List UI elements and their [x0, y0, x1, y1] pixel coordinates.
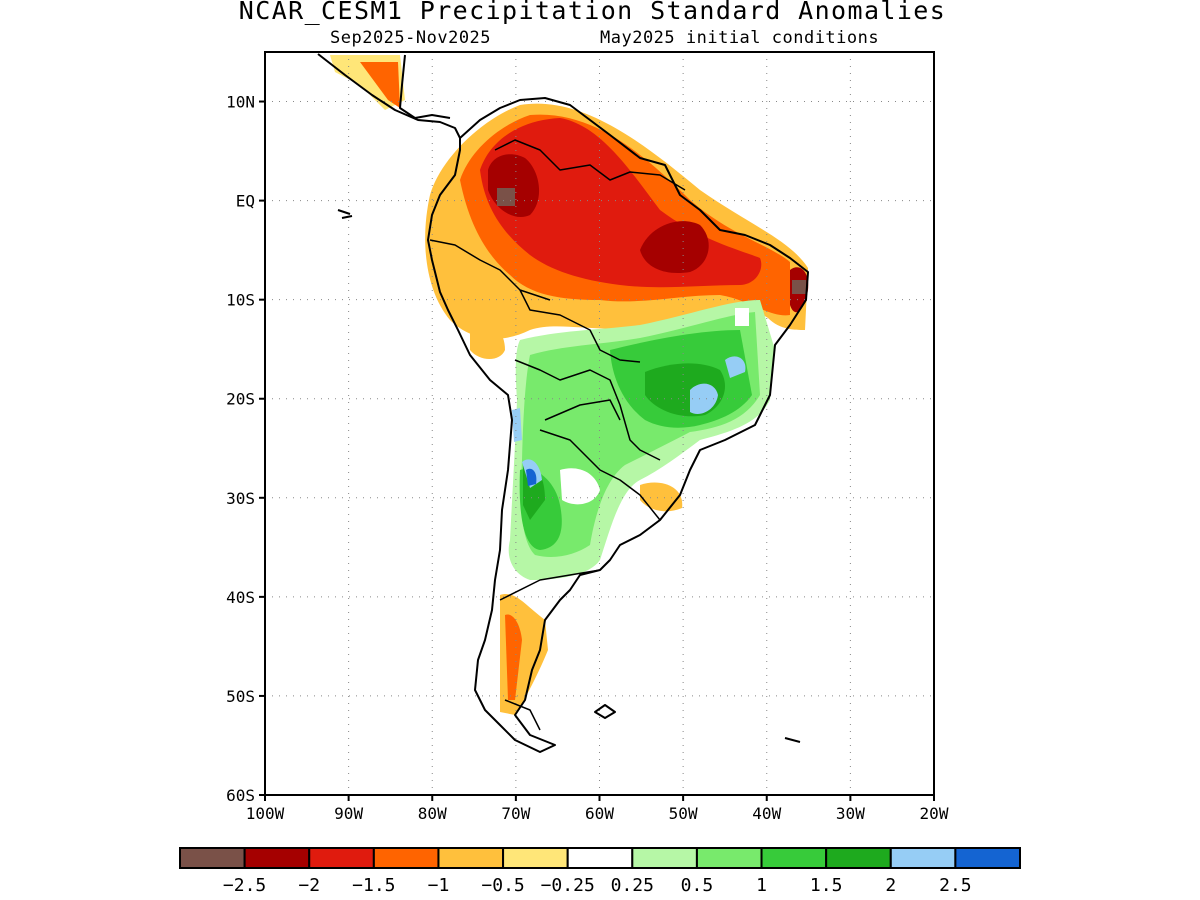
dry-area-orange	[360, 62, 400, 108]
lon-tick-label: 20W	[920, 804, 949, 823]
lon-tick-label: 30W	[836, 804, 865, 823]
wet-area-blue	[526, 468, 537, 486]
lon-tick-label: 50W	[669, 804, 698, 823]
lon-tick-label: 60W	[585, 804, 614, 823]
colorbar-swatch	[179, 847, 246, 869]
dry-area-extreme	[497, 188, 515, 206]
colorbar-swatch	[631, 847, 698, 869]
lon-tick-label: 90W	[334, 804, 363, 823]
colorbar-label: 2	[885, 875, 896, 896]
colorbar-swatch	[889, 847, 957, 869]
lat-tick-label: 40S	[226, 588, 255, 607]
lat-tick-label: 30S	[226, 489, 255, 508]
colorbar-swatch	[566, 847, 634, 869]
colorbar-swatch	[954, 847, 1022, 869]
colorbar-label: −2	[298, 875, 320, 896]
falkland-islands	[594, 704, 616, 719]
lat-tick-label: 10N	[226, 93, 255, 112]
dry-area-light-orange	[470, 319, 505, 359]
coastlines	[317, 53, 809, 753]
colorbar-swatch	[760, 847, 828, 869]
central-america-coast-north	[399, 54, 451, 119]
anomaly-field	[330, 55, 809, 715]
dry-area-extreme	[792, 280, 806, 294]
lon-tick-label: 100W	[246, 804, 285, 823]
colorbar-swatch	[437, 847, 505, 869]
lat-tick-label: 20S	[226, 390, 255, 409]
colorbar-label: 0.25	[611, 875, 654, 896]
south-georgia	[784, 737, 801, 743]
no-anomaly-cell	[735, 308, 749, 326]
colorbar-label: 1.5	[810, 875, 843, 896]
colorbar-swatch	[502, 847, 569, 869]
lon-tick-label: 40W	[752, 804, 781, 823]
dry-area-light-orange	[640, 482, 683, 512]
lon-tick-label: 80W	[418, 804, 447, 823]
colorbar-swatch	[308, 847, 375, 869]
colorbar-label: −1.5	[352, 875, 395, 896]
colorbar-label: 0.5	[681, 875, 714, 896]
latitude-axis: 10N EQ 10S 20S 30S 40S 50S 60S	[226, 93, 265, 805]
map-title: NCAR_CESM1 Precipitation Standard Anomal…	[238, 0, 947, 25]
colorbar-label: 1	[756, 875, 767, 896]
colorbar-label: −0.5	[481, 875, 524, 896]
lat-tick-label: 60S	[226, 786, 255, 805]
dry-area-orange	[505, 614, 522, 700]
wet-area-light-blue	[690, 383, 718, 415]
lat-tick-label: EQ	[236, 192, 255, 211]
lon-tick-label: 70W	[501, 804, 530, 823]
galapagos	[337, 209, 353, 219]
wet-area-light-blue	[725, 356, 746, 378]
colorbar-swatch	[825, 847, 892, 869]
colorbar-label: −1	[428, 875, 450, 896]
colorbar-label: −0.25	[541, 875, 595, 896]
south-america-coast	[427, 97, 809, 753]
colorbar-swatch	[243, 847, 311, 869]
lat-tick-label: 50S	[226, 687, 255, 706]
longitude-axis: 100W 90W 80W 70W 60W 50W 40W 30W 20W	[246, 795, 949, 823]
central-america-coast	[317, 53, 461, 139]
lat-tick-label: 10S	[226, 291, 255, 310]
initial-conditions: May2025 initial conditions	[600, 28, 880, 48]
colorbar-legend: −2.5 −2 −1.5 −1 −0.5 −0.25 0.25 0.5 1 1.5 2 2.5	[179, 847, 1022, 896]
colorbar-label: −2.5	[223, 875, 266, 896]
country-borders	[429, 139, 686, 731]
forecast-period: Sep2025-Nov2025	[330, 28, 492, 48]
no-anomaly-area	[560, 468, 600, 505]
lat-lon-grid	[265, 52, 934, 795]
dry-area-dark-red	[640, 221, 709, 274]
colorbar-label: 2.5	[939, 875, 972, 896]
colorbar-swatch	[695, 847, 763, 869]
colorbar-swatch	[372, 847, 440, 869]
wet-area-light-blue	[512, 408, 522, 442]
